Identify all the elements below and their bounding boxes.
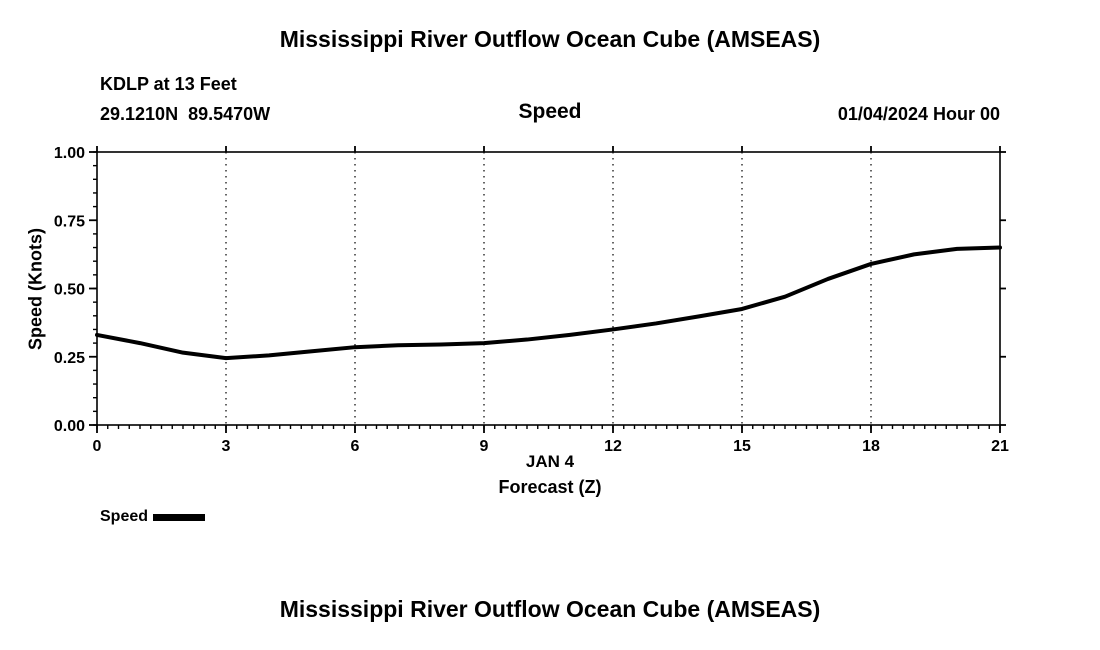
legend: Speed — [100, 508, 206, 526]
speed-series-line — [95, 245, 1002, 361]
svg-text:0.75: 0.75 — [54, 213, 85, 230]
station-label: KDLP at 13 Feet — [100, 74, 237, 94]
svg-text:6: 6 — [351, 438, 360, 455]
coordinates-label: 29.1210N 89.5470W — [100, 104, 271, 124]
svg-text:0.50: 0.50 — [54, 282, 85, 299]
plot-border — [96, 151, 1001, 426]
svg-text:1.00: 1.00 — [54, 145, 85, 162]
y-tick-labels: 0.00 0.25 0.50 0.75 1.00 — [54, 145, 85, 435]
plot-subtitle: Speed — [518, 100, 582, 123]
second-chart-title: Mississippi River Outflow Ocean Cube (AM… — [279, 596, 821, 622]
svg-text:0.25: 0.25 — [54, 350, 85, 367]
svg-text:12: 12 — [604, 438, 622, 455]
svg-text:18: 18 — [862, 438, 880, 455]
svg-text:21: 21 — [991, 438, 1009, 455]
svg-text:0.00: 0.00 — [54, 418, 85, 435]
vertical-gridlines — [225, 152, 872, 425]
legend-line-swatch — [153, 513, 206, 521]
svg-text:15: 15 — [733, 438, 751, 455]
legend-label: Speed — [100, 508, 149, 525]
x-tick-labels: 0 3 6 9 12 15 18 21 — [93, 438, 1009, 455]
svg-text:9: 9 — [480, 438, 489, 455]
x-axis-date-label: JAN 4 — [525, 452, 575, 471]
x-axis-label: Forecast (Z) — [498, 477, 602, 497]
datetime-label: 01/04/2024 Hour 00 — [837, 104, 1000, 124]
axis-ticks — [89, 146, 1006, 433]
chart-title: Mississippi River Outflow Ocean Cube (AM… — [279, 26, 821, 52]
svg-text:3: 3 — [222, 438, 231, 455]
svg-text:0: 0 — [93, 438, 102, 455]
